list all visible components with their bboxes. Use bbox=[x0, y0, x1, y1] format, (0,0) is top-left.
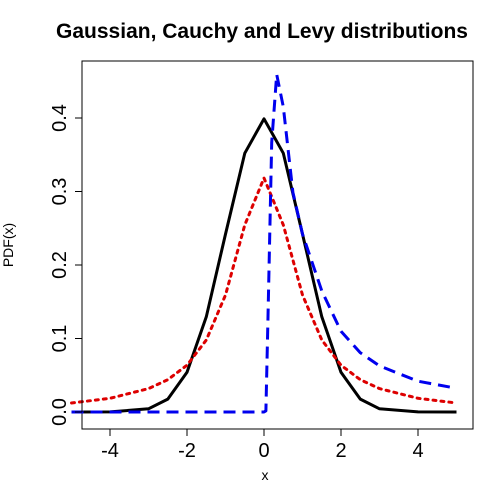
y-tick-label: 0.2 bbox=[49, 251, 71, 279]
x-tick-label: 2 bbox=[335, 440, 346, 462]
y-tick-label: 0.3 bbox=[49, 178, 71, 206]
y-tick-label: 0.4 bbox=[49, 104, 71, 132]
x-axis-label: x bbox=[262, 467, 269, 483]
x-tick-label: -4 bbox=[101, 440, 119, 462]
plot-frame bbox=[81, 60, 474, 430]
x-tick-label: -2 bbox=[178, 440, 196, 462]
series-layer bbox=[70, 72, 458, 414]
series-line-2 bbox=[70, 176, 458, 405]
chart-title: Gaussian, Cauchy and Levy distributions bbox=[56, 20, 468, 43]
series-line-3 bbox=[71, 72, 457, 414]
y-tick-label: 0.1 bbox=[49, 325, 71, 353]
x-tick-label: 0 bbox=[258, 440, 269, 462]
y-tick-label: 0.0 bbox=[49, 398, 71, 426]
y-axis: 0.0 0.1 0.2 0.3 0.4 bbox=[49, 104, 83, 426]
series-line-1 bbox=[71, 117, 457, 414]
x-tick-label: 4 bbox=[412, 440, 423, 462]
x-axis: -4 -2 0 2 4 bbox=[101, 428, 424, 462]
y-axis-label: PDF(x) bbox=[0, 223, 16, 267]
